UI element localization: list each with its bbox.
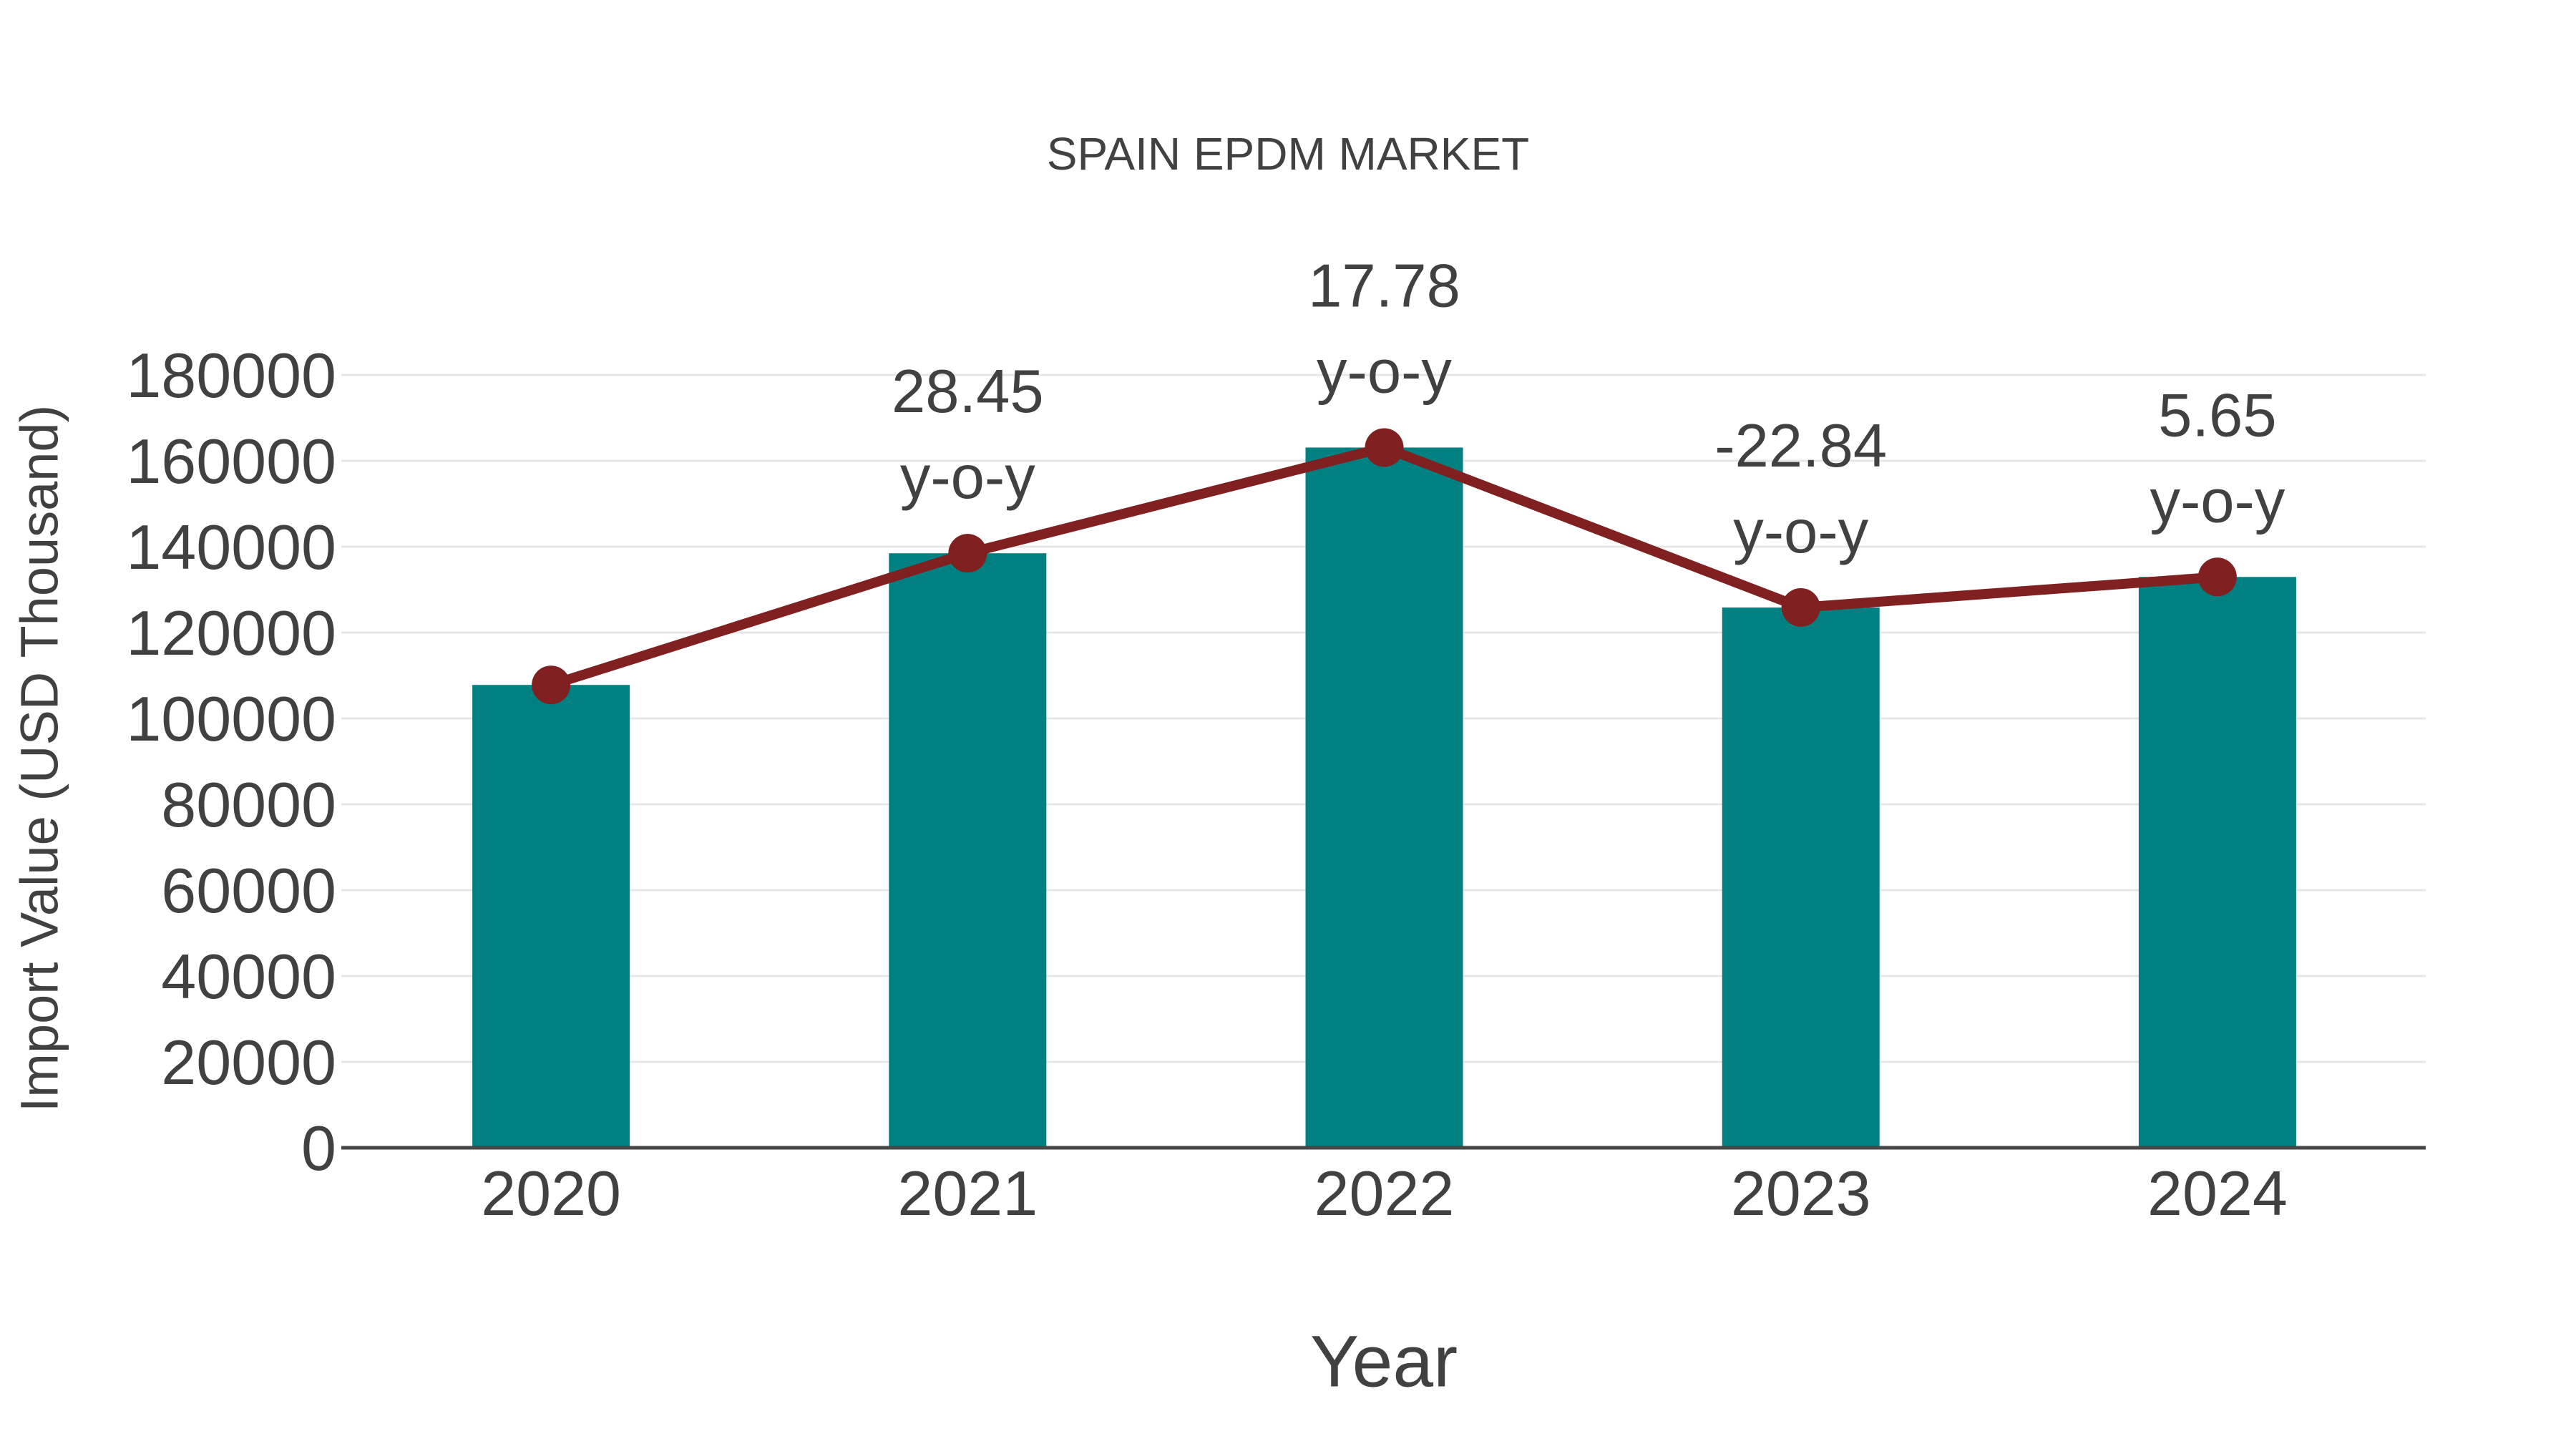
yoy-value-2024: 5.65: [2158, 381, 2276, 449]
yoy-label-2024: y-o-y: [2150, 467, 2285, 535]
y-tick-label-80000: 80000: [161, 769, 336, 840]
y-tick-label-60000: 60000: [161, 855, 336, 926]
x-tick-label-2020: 2020: [481, 1158, 621, 1229]
line-point-2022: [1365, 428, 1404, 467]
y-tick-label-40000: 40000: [161, 941, 336, 1012]
bar-2020: [472, 685, 630, 1148]
line-point-2021: [948, 534, 987, 573]
yoy-value-2022: 17.78: [1308, 252, 1460, 320]
y-tick-label-20000: 20000: [161, 1027, 336, 1098]
y-tick-label-180000: 180000: [126, 340, 336, 411]
yoy-label-2021: y-o-y: [900, 444, 1035, 512]
yoy-value-2023: -22.84: [1714, 412, 1887, 480]
x-tick-label-2023: 2023: [1731, 1158, 1871, 1229]
y-tick-label-0: 0: [301, 1113, 336, 1184]
x-tick-label-2024: 2024: [2147, 1158, 2288, 1229]
x-tick-label-2021: 2021: [897, 1158, 1038, 1229]
yoy-value-2021: 28.45: [892, 358, 1044, 426]
y-tick-label-120000: 120000: [126, 597, 336, 668]
line-point-2024: [2197, 557, 2237, 597]
yoy-label-2022: y-o-y: [1317, 338, 1452, 406]
bar-2023: [1722, 607, 1880, 1148]
y-tick-label-100000: 100000: [126, 683, 336, 754]
yoy-label-2023: y-o-y: [1733, 498, 1868, 566]
chart-title: SPAIN EPDM MARKET: [1046, 128, 1530, 180]
y-tick-label-140000: 140000: [126, 512, 336, 582]
y-tick-label-160000: 160000: [126, 426, 336, 497]
x-axis-title: Year: [1309, 1320, 1458, 1402]
line-point-2020: [532, 665, 571, 705]
bar-2021: [889, 553, 1047, 1148]
bar-2022: [1305, 447, 1463, 1148]
bar-2024: [2138, 577, 2296, 1148]
x-tick-label-2022: 2022: [1314, 1158, 1455, 1229]
line-point-2023: [1781, 587, 1820, 627]
